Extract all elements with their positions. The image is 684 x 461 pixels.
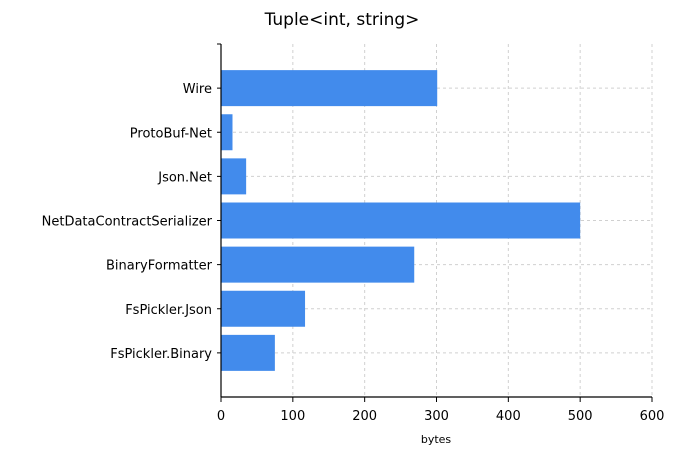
y-tick-label: Wire <box>183 82 212 97</box>
axes <box>217 43 653 402</box>
bar-fspickler-json <box>221 290 306 327</box>
y-tick-label: NetDataContractSerializer <box>42 215 213 230</box>
bar-protobuf-net <box>221 114 233 151</box>
x-tick-label: 400 <box>496 409 521 424</box>
x-tick-label: 300 <box>424 409 449 424</box>
x-tick-label: 200 <box>352 409 377 424</box>
chart-title: Tuple<int, string> <box>264 10 420 30</box>
bar-netdatacontractserializer <box>221 202 581 239</box>
bars <box>221 70 581 371</box>
y-tick-label: BinaryFormatter <box>106 259 213 274</box>
x-tick-labels: 0 100 200 300 400 500 600 <box>217 409 665 424</box>
x-tick-label: 0 <box>217 409 225 424</box>
y-tick-label: Json.Net <box>157 170 212 185</box>
y-tick-label: ProtoBuf-Net <box>130 126 212 141</box>
y-tick-labels: Wire ProtoBuf-Net Json.Net NetDataContractS… <box>42 82 213 362</box>
y-tick-label: FsPickler.Binary <box>110 347 212 362</box>
bar-json-net <box>221 158 247 195</box>
bar-fspickler-binary <box>221 334 275 371</box>
x-tick-label: 600 <box>640 409 665 424</box>
x-tick-label: 500 <box>568 409 593 424</box>
bar-binaryformatter <box>221 246 415 283</box>
y-tick-label: FsPickler.Json <box>125 303 212 318</box>
x-tick-label: 100 <box>280 409 305 424</box>
bar-wire <box>221 70 438 107</box>
x-axis-label: bytes <box>421 433 452 446</box>
